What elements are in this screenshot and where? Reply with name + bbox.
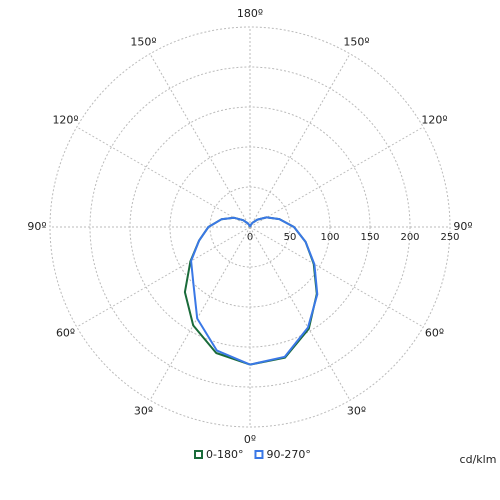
angle-label: 30º [347,404,366,417]
legend-swatch [194,450,203,459]
grid-spoke [76,126,251,228]
r-tick-label: 0 [247,232,253,243]
angle-label: 90º [453,220,472,233]
intensity-curve [190,216,251,366]
grid-spoke [249,226,351,401]
angle-label: 90º [27,220,46,233]
legend-swatch [254,450,264,459]
angle-label: 180º [237,7,263,20]
grid-circle [49,26,451,428]
grid-spoke [249,226,424,328]
unit-label: cd/klm [460,453,497,466]
intensity-curve [249,216,319,366]
grid-spoke [249,126,424,228]
legend-label: 0-180° [206,448,243,461]
r-tick-label: 50 [284,232,297,243]
angle-label: 120º [421,114,447,127]
angle-label: 150º [130,36,156,49]
grid-spoke [249,53,351,228]
angle-label: 60º [56,327,75,340]
r-tick-label: 150 [360,232,379,243]
angle-label: 60º [425,327,444,340]
angle-label: 30º [134,404,153,417]
angle-label: 150º [343,36,369,49]
r-tick-label: 100 [320,232,339,243]
legend-label: 90-270° [266,448,310,461]
grid-spoke [149,226,251,401]
angle-label: 0º [244,433,256,446]
angle-label: 120º [52,114,78,127]
r-tick-label: 200 [400,232,419,243]
r-tick-label: 250 [440,232,459,243]
grid-spoke [149,53,251,228]
grid-spoke [76,226,251,328]
